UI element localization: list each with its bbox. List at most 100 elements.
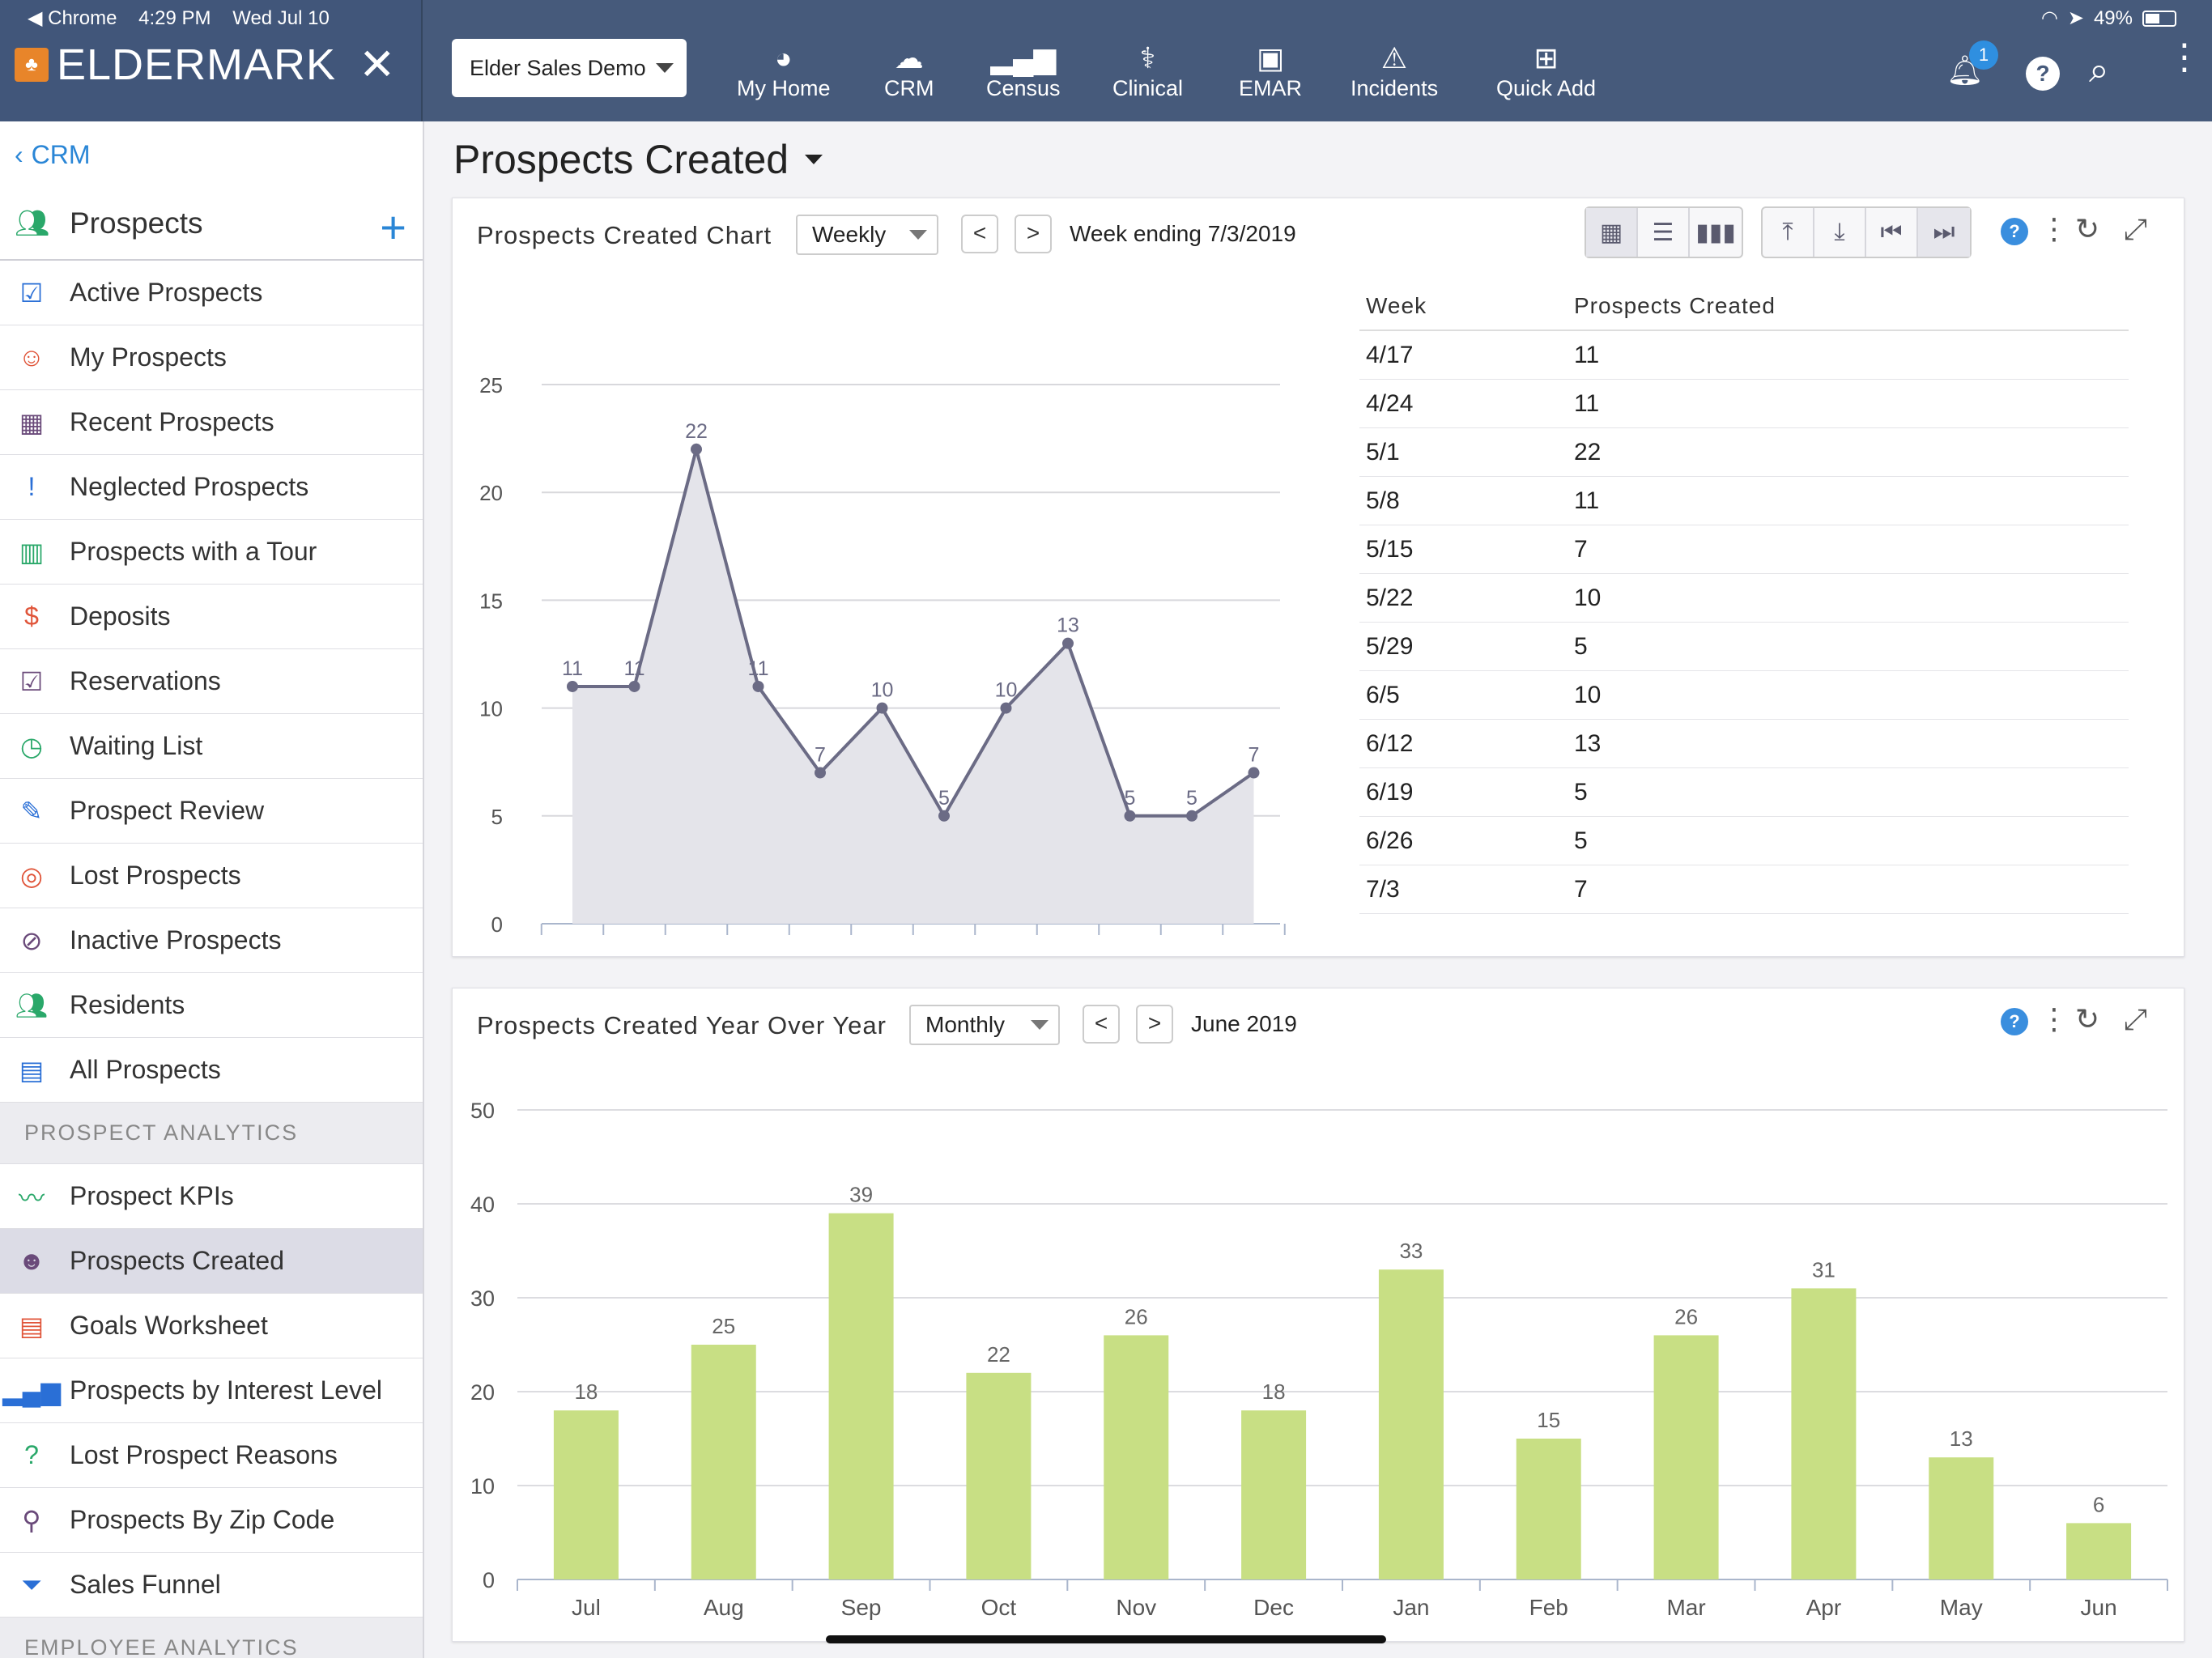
- table-row[interactable]: 6/5 10: [1359, 671, 2129, 720]
- x-tick-label: Jan: [1393, 1595, 1429, 1620]
- sidebar-item-neglected-prospects[interactable]: ! Neglected Prospects: [0, 455, 423, 520]
- nav-census[interactable]: ▂▄▆ Census: [986, 40, 1061, 113]
- sidebar-item-reservations[interactable]: ☑ Reservations: [0, 649, 423, 714]
- next-period-button[interactable]: >: [1136, 1005, 1173, 1044]
- sidebar-item-goals-worksheet[interactable]: ▤ Goals Worksheet: [0, 1294, 423, 1358]
- x-tick-label: Sep: [841, 1595, 882, 1620]
- data-point: [567, 680, 578, 692]
- sidebar-item-all-prospects[interactable]: ▤ All Prospects: [0, 1038, 423, 1103]
- help-icon[interactable]: ?: [2001, 1008, 2028, 1035]
- sidebar-item-residents[interactable]: 👥︎ Residents: [0, 973, 423, 1038]
- table-row[interactable]: 5/22 10: [1359, 574, 2129, 623]
- table-row[interactable]: 6/19 5: [1359, 768, 2129, 817]
- cell-week: 5/8: [1366, 487, 1400, 514]
- sidebar-item-prospect-review[interactable]: ✎ Prospect Review: [0, 779, 423, 844]
- yoy-chart-panel: Prospects Created Year Over Year Monthly…: [452, 988, 2184, 1642]
- sidebar-item-lost-prospect-reasons[interactable]: ? Lost Prospect Reasons: [0, 1423, 423, 1488]
- add-prospect-button[interactable]: +: [380, 202, 406, 253]
- x-tick-label: Oct: [981, 1595, 1017, 1620]
- sidebar-item-deposits[interactable]: $ Deposits: [0, 585, 423, 649]
- table-row[interactable]: 6/26 5: [1359, 817, 2129, 865]
- table-row[interactable]: 5/29 5: [1359, 623, 2129, 671]
- table-row[interactable]: 6/12 13: [1359, 720, 2129, 768]
- cloud-icon: ☁: [894, 41, 924, 74]
- move-last-icon[interactable]: ⏭: [1918, 208, 1970, 257]
- nav-clinical[interactable]: ⚕ Clinical: [1112, 40, 1183, 113]
- sidebar-item-my-prospects[interactable]: ☺ My Prospects: [0, 325, 423, 390]
- x-tick-label: May: [1940, 1595, 1983, 1620]
- cell-week: 6/26: [1366, 827, 1414, 854]
- back-to-crm[interactable]: ‹ CRM: [0, 121, 423, 188]
- prev-period-button[interactable]: <: [1083, 1005, 1120, 1044]
- table-row[interactable]: 4/17 11: [1359, 331, 2129, 380]
- period-select[interactable]: Weekly: [796, 215, 938, 255]
- lost-icon: ◎: [20, 861, 43, 891]
- table-row[interactable]: 7/3 7: [1359, 865, 2129, 914]
- more-vertical-icon[interactable]: ⋮: [2040, 1002, 2069, 1035]
- nav-emar[interactable]: ▣ EMAR: [1239, 40, 1302, 113]
- cell-count: 7: [1574, 535, 1588, 563]
- community-select[interactable]: Elder Sales Demo: [452, 39, 687, 97]
- sidebar-item-prospect-kpis[interactable]: 〰 Prospect KPIs: [0, 1164, 423, 1229]
- period-select[interactable]: Monthly: [909, 1005, 1060, 1045]
- more-vertical-icon[interactable]: ⋮: [2040, 212, 2069, 245]
- nav-quick-add[interactable]: ⊞ Quick Add: [1496, 40, 1596, 113]
- move-bottom-icon[interactable]: ⤓: [1814, 208, 1866, 257]
- table-row[interactable]: 5/15 7: [1359, 525, 2129, 574]
- help-icon[interactable]: ?: [2001, 218, 2028, 245]
- grid-view-icon[interactable]: ▦: [1586, 208, 1638, 257]
- data-label: 11: [748, 657, 769, 680]
- more-vertical-icon[interactable]: ⋮: [2167, 37, 2202, 77]
- table-row[interactable]: 5/1 22: [1359, 428, 2129, 477]
- refresh-icon[interactable]: ↻: [2075, 1002, 2100, 1035]
- sidebar-item-recent-prospects[interactable]: ▦ Recent Prospects: [0, 390, 423, 455]
- move-top-icon[interactable]: ⤒: [1763, 208, 1814, 257]
- period-range: June 2019: [1191, 1011, 1297, 1036]
- column-header-prospects-created[interactable]: Prospects Created: [1574, 293, 1776, 318]
- sidebar-item-prospects-created[interactable]: ☻ Prospects Created: [0, 1229, 423, 1294]
- x-tick-label: Mar: [1666, 1595, 1705, 1620]
- nav-incidents[interactable]: ⚠ Incidents: [1351, 40, 1438, 113]
- top-bar: ◀ Chrome 4:29 PM Wed Jul 10 ♣ ELDERMARK …: [0, 0, 2212, 121]
- chart-view-icon[interactable]: ▮▮▮: [1695, 219, 1736, 246]
- sidebar-item-prospects-by-zip[interactable]: ⚲ Prospects By Zip Code: [0, 1488, 423, 1553]
- expand-icon[interactable]: ⤢: [2124, 1002, 2147, 1035]
- y-tick-label: 40: [470, 1192, 495, 1217]
- column-header-week[interactable]: Week: [1366, 293, 1427, 318]
- table-row[interactable]: 4/24 11: [1359, 380, 2129, 428]
- move-first-icon[interactable]: ⏮: [1866, 208, 1918, 257]
- data-point: [1062, 637, 1074, 649]
- y-tick-label: 10: [470, 1474, 495, 1499]
- brand-logo[interactable]: ♣ ELDERMARK ✕: [15, 39, 395, 90]
- data-point: [752, 680, 764, 692]
- sidebar-item-inactive-prospects[interactable]: ⊘ Inactive Prospects: [0, 908, 423, 973]
- expand-icon[interactable]: ⤢: [2124, 212, 2147, 245]
- sidebar-item-label: Lost Prospect Reasons: [70, 1440, 338, 1469]
- cell-count: 11: [1574, 487, 1600, 514]
- sidebar-item-prospects-by-interest[interactable]: ▂▄▆ Prospects by Interest Level: [0, 1358, 423, 1423]
- sidebar-item-sales-funnel[interactable]: ⏷ Sales Funnel: [0, 1553, 423, 1618]
- refresh-icon[interactable]: ↻: [2075, 212, 2100, 245]
- home-indicator[interactable]: [826, 1635, 1386, 1643]
- prev-period-button[interactable]: <: [961, 215, 998, 253]
- list-view-icon[interactable]: ☰: [1638, 208, 1690, 257]
- search-icon[interactable]: ⌕: [2089, 50, 2109, 90]
- table-row[interactable]: 5/8 11: [1359, 477, 2129, 525]
- help-icon[interactable]: ?: [2026, 57, 2060, 91]
- weekly-line-chart: 0510152025114/17114/24225/1115/875/15105…: [479, 373, 1286, 935]
- sidebar-item-waiting-list[interactable]: ◷ Waiting List: [0, 714, 423, 779]
- nav-my-home[interactable]: ◕ My Home: [737, 40, 831, 113]
- signal-bars-icon: ▂▄▆: [2, 1375, 61, 1405]
- sidebar-item-prospects-with-tour[interactable]: ▥ Prospects with a Tour: [0, 520, 423, 585]
- cell-count: 13: [1574, 729, 1602, 757]
- bar: [1378, 1269, 1444, 1579]
- checklist-icon: ☑: [19, 278, 44, 308]
- nav-crm[interactable]: ☁ CRM: [884, 40, 934, 113]
- back-to-app[interactable]: ◀ Chrome: [28, 7, 117, 29]
- sidebar-item-active-prospects[interactable]: ☑ Active Prospects: [0, 261, 423, 325]
- cell-week: 5/29: [1366, 632, 1414, 660]
- next-period-button[interactable]: >: [1015, 215, 1052, 253]
- sidebar-item-lost-prospects[interactable]: ◎ Lost Prospects: [0, 844, 423, 908]
- page-title[interactable]: Prospects Created: [453, 136, 823, 183]
- close-icon[interactable]: ✕: [359, 40, 396, 89]
